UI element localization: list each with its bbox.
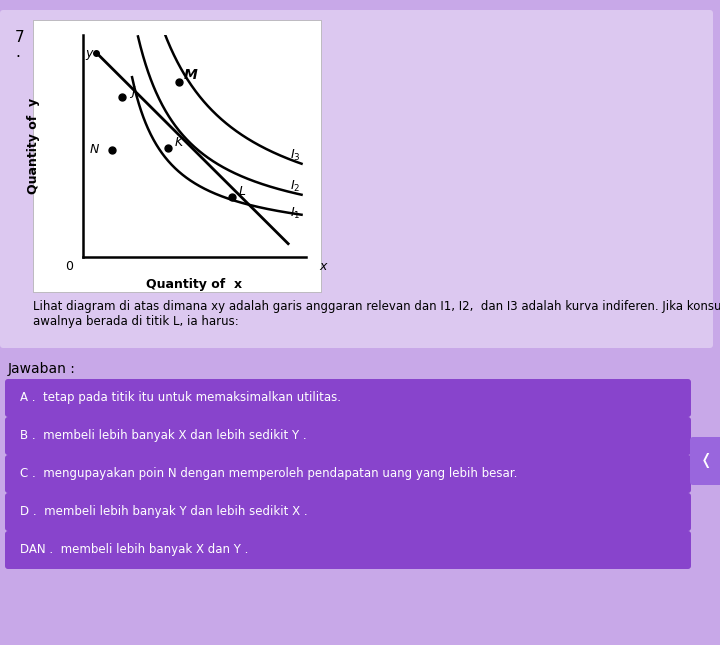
Text: $I_3$: $I_3$	[290, 148, 301, 163]
Text: N: N	[90, 143, 99, 155]
Text: B .  membeli lebih banyak X dan lebih sedikit Y .: B . membeli lebih banyak X dan lebih sed…	[20, 430, 307, 442]
Text: Quantity of  y: Quantity of y	[27, 98, 40, 194]
Text: $I_1$: $I_1$	[290, 206, 301, 221]
FancyBboxPatch shape	[5, 493, 691, 531]
Text: ❬: ❬	[700, 453, 712, 468]
Text: Jawaban :: Jawaban :	[8, 362, 76, 376]
Text: K: K	[174, 136, 183, 149]
Text: x: x	[320, 261, 327, 273]
Text: .: .	[15, 45, 20, 60]
Text: A .  tetap pada titik itu untuk memaksimalkan utilitas.: A . tetap pada titik itu untuk memaksima…	[20, 392, 341, 404]
FancyBboxPatch shape	[0, 10, 713, 348]
Text: J: J	[131, 85, 135, 98]
Text: D .  membeli lebih banyak Y dan lebih sedikit X .: D . membeli lebih banyak Y dan lebih sed…	[20, 506, 307, 519]
Text: $I_2$: $I_2$	[290, 179, 301, 195]
Text: 7: 7	[15, 30, 24, 45]
Text: Quantity of  x: Quantity of x	[146, 278, 243, 291]
Text: L: L	[239, 185, 246, 198]
Text: DAN .  membeli lebih banyak X dan Y .: DAN . membeli lebih banyak X dan Y .	[20, 544, 248, 557]
Text: Lihat diagram di atas dimana xy adalah garis anggaran relevan dan I1, I2,  dan I: Lihat diagram di atas dimana xy adalah g…	[33, 300, 720, 328]
Text: C .  mengupayakan poin N dengan memperoleh pendapatan uang yang lebih besar.: C . mengupayakan poin N dengan memperole…	[20, 468, 518, 481]
FancyBboxPatch shape	[33, 20, 321, 292]
FancyBboxPatch shape	[5, 379, 691, 417]
Text: y: y	[85, 47, 93, 60]
FancyBboxPatch shape	[690, 437, 720, 485]
Text: M: M	[184, 68, 197, 83]
FancyBboxPatch shape	[5, 417, 691, 455]
FancyBboxPatch shape	[5, 455, 691, 493]
FancyBboxPatch shape	[5, 531, 691, 569]
Text: 0: 0	[66, 261, 73, 273]
